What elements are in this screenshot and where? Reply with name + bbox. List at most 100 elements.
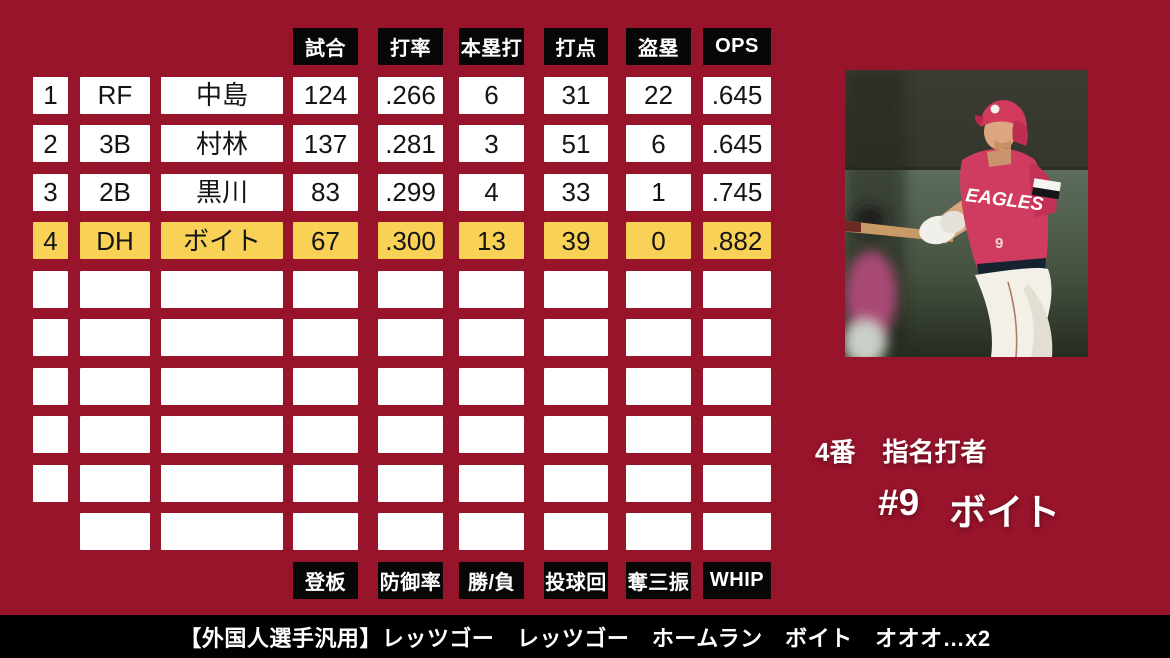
name-cell: 黒川: [161, 173, 283, 211]
position-cell: RF: [80, 76, 150, 114]
stat-cell-home-runs: 6: [459, 76, 524, 114]
stat-cell-ops: .645: [703, 125, 771, 162]
header-appearances: 登板: [293, 561, 358, 599]
header-rbi: 打点: [544, 28, 608, 65]
stat-cell-batting-average: [378, 270, 443, 308]
order-cell: [33, 270, 68, 308]
position-cell: [80, 416, 150, 453]
position-cell: DH: [80, 222, 150, 259]
stat-cell-ops: [703, 513, 771, 550]
stat-cell-rbi: [544, 513, 608, 550]
header-games: 試合: [293, 28, 358, 65]
stat-cell-stolen-bases: [626, 367, 691, 405]
stat-cell-games: 67: [293, 222, 358, 259]
name-cell: [161, 513, 283, 550]
position-cell: 3B: [80, 125, 150, 162]
stat-cell-batting-average: [378, 319, 443, 356]
stat-cell-ops: [703, 270, 771, 308]
stat-cell-games: [293, 513, 358, 550]
lineup-table: 試合 打率 本塁打 打点 盗塁 OPS 1 RF 中島 124.266 6 31 22.645 2 3B 村林…: [33, 28, 771, 599]
stat-cell-home-runs: [459, 270, 524, 308]
stat-cell-stolen-bases: [626, 270, 691, 308]
caption-text: 【外国人選手汎用】レッツゴー レッツゴー ホームラン ボイト オオオ…x2: [179, 625, 991, 651]
stat-cell-games: [293, 270, 358, 308]
table-row: 1 RF 中島 124 .266 6 31 22 .645: [33, 76, 771, 114]
stat-cell-rbi: [544, 367, 608, 405]
header-era: 防御率: [378, 561, 443, 599]
name-cell: 中島: [161, 76, 283, 114]
position-cell: [80, 513, 150, 550]
position-cell: [80, 464, 150, 502]
stat-cell-ops: [703, 416, 771, 453]
header-innings-pitched: 投球回: [544, 561, 608, 599]
order-cell: [33, 367, 68, 405]
stat-cell-home-runs: [459, 513, 524, 550]
batting-order-label: 4番: [815, 437, 856, 467]
stat-cell-games: [293, 319, 358, 356]
stat-cell-batting-average: [378, 513, 443, 550]
header-whip: WHIP: [703, 561, 771, 599]
name-cell: [161, 270, 283, 308]
stat-cell-rbi: 33: [544, 173, 608, 211]
stat-cell-batting-average: .300: [378, 222, 443, 259]
order-cell: 4: [33, 222, 68, 259]
svg-text:9: 9: [995, 235, 1003, 252]
stat-cell-rbi: 39: [544, 222, 608, 259]
stat-cell-batting-average: .281: [378, 125, 443, 162]
table-row: [33, 464, 771, 502]
position-cell: 2B: [80, 173, 150, 211]
name-cell: [161, 367, 283, 405]
stat-cell-games: [293, 464, 358, 502]
header-home-runs: 本塁打: [459, 28, 524, 65]
header-strikeouts: 奪三振: [626, 561, 691, 599]
player-name-label: ボイト: [949, 492, 1061, 533]
stat-cell-stolen-bases: [626, 464, 691, 502]
stat-cell-stolen-bases: 0: [626, 222, 691, 259]
stat-cell-batting-average: [378, 416, 443, 453]
stat-cell-rbi: [544, 464, 608, 502]
stat-cell-games: [293, 367, 358, 405]
stat-cell-games: 124: [293, 76, 358, 114]
stat-cell-rbi: 51: [544, 125, 608, 162]
pitching-header-spacer: [33, 562, 283, 599]
name-cell: [161, 464, 283, 502]
header-batting-average: 打率: [378, 28, 443, 65]
stat-cell-home-runs: 13: [459, 222, 524, 259]
stat-cell-ops: [703, 464, 771, 502]
stat-cell-rbi: 31: [544, 76, 608, 114]
order-cell: 2: [33, 125, 68, 162]
stat-cell-home-runs: [459, 464, 524, 502]
stat-cell-stolen-bases: [626, 319, 691, 356]
stat-cell-rbi: [544, 416, 608, 453]
table-row: [33, 513, 771, 550]
stat-cell-games: [293, 416, 358, 453]
pitching-header-row: 登板 防御率 勝/負 投球回 奪三振 WHIP: [33, 561, 771, 599]
order-cell: 3: [33, 173, 68, 211]
stat-cell-ops: [703, 367, 771, 405]
stat-cell-home-runs: [459, 416, 524, 453]
stat-cell-games: 83: [293, 173, 358, 211]
position-cell: [80, 319, 150, 356]
table-row: [33, 367, 771, 405]
order-cell: 1: [33, 76, 68, 114]
player-photo: EAGLES 9: [845, 70, 1088, 357]
name-cell: [161, 416, 283, 453]
stat-cell-games: 137: [293, 125, 358, 162]
position-name-label: 指名打者: [882, 437, 987, 467]
stat-cell-home-runs: 3: [459, 125, 524, 162]
stat-cell-batting-average: [378, 464, 443, 502]
stat-cell-stolen-bases: [626, 513, 691, 550]
header-win-loss: 勝/負: [459, 561, 524, 599]
table-row: [33, 319, 771, 356]
caption-bar: 【外国人選手汎用】レッツゴー レッツゴー ホームラン ボイト オオオ…x2: [0, 615, 1170, 658]
jersey-number-label: #9: [878, 482, 920, 523]
table-row: 3 2B 黒川 83 .299 4 33 1 .745: [33, 173, 771, 211]
batting-role-line: 4番 指名打者: [815, 432, 986, 469]
stat-cell-ops: .882: [703, 222, 771, 259]
header-stolen-bases: 盗塁: [626, 28, 691, 65]
header-ops: OPS: [703, 28, 771, 65]
stat-cell-rbi: [544, 270, 608, 308]
position-cell: [80, 367, 150, 405]
stat-cell-ops: .645: [703, 76, 771, 114]
player-name-line: #9 ボイト: [878, 482, 1060, 536]
